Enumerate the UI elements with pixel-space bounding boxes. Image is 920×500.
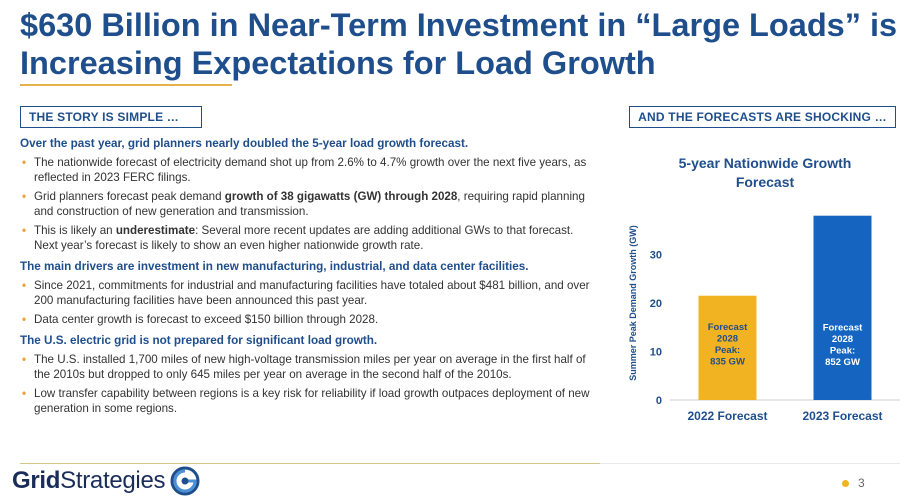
emphasis-text: growth of 38 gigawatts (GW) through 2028 [224,190,458,203]
story-content: Over the past year, grid planners nearly… [20,136,598,422]
page-indicator-dot [842,480,849,487]
bar-data-label: Forecast [708,322,748,333]
y-tick-label: 10 [650,347,662,359]
y-tick-label: 30 [650,250,662,262]
bar-data-label: 835 GW [710,356,745,367]
bar-data-label: 852 GW [825,357,860,368]
footer-divider [20,463,600,464]
bar-data-label: 2028 [717,333,738,344]
title-underline [20,84,232,86]
emphasis-text: underestimate [115,224,196,237]
list-item: This is likely an underestimate: Several… [20,223,598,253]
logo-mark-icon [170,466,200,496]
y-axis-label: Summer Peak Demand Growth (GW) [628,225,638,381]
bar-data-label: Forecast [823,322,863,333]
text-run: , requiring rapid planning and construct… [34,190,585,218]
bullet-list: Since 2021, commitments for industrial a… [20,278,598,327]
page-title: $630 Billion in Near-Term Investment in … [20,7,898,81]
footer-divider-right [600,463,900,464]
forecast-heading: AND THE FORECASTS ARE SHOCKING … [629,106,896,128]
y-tick-label: 0 [656,395,662,407]
bullet-list: The nationwide forecast of electricity d… [20,155,598,253]
growth-forecast-chart: 5-year Nationwide Growth Forecast Summer P… [628,155,900,423]
story-heading: THE STORY IS SIMPLE … [20,106,202,128]
logo-wordmark: GridStrategies [12,467,166,494]
list-item: Low transfer capability between regions … [20,386,598,416]
bullet-list: The U.S. installed 1,700 miles of new hi… [20,352,598,416]
x-tick-label: 2023 Forecast [802,409,882,423]
list-item: The nationwide forecast of electricity d… [20,155,598,185]
bar-data-label: Peak: [715,345,740,356]
bar-1 [698,295,757,400]
list-item: Grid planners forecast peak demand growt… [20,189,598,219]
chart-title-line-1: 5-year Nationwide Growth [679,155,852,171]
grid-strategies-logo: GridStrategies [12,466,201,496]
text-run: The nationwide forecast of electricity d… [34,156,587,184]
list-item: Data center growth is forecast to exceed… [20,312,598,327]
text-run: This is likely an [34,224,116,237]
section-heading: The main drivers are investment in new m… [20,260,529,273]
text-run: The U.S. installed 1,700 miles of new hi… [34,353,586,381]
chart-title-line-2: Forecast [736,174,795,190]
text-run: Data center growth is forecast to exceed… [34,313,379,326]
section-heading: The U.S. electric grid is not prepared f… [20,334,378,347]
text-run: Since 2021, commitments for industrial a… [34,279,590,307]
list-item: Since 2021, commitments for industrial a… [20,278,598,308]
x-tick-label: 2022 Forecast [687,409,767,423]
bar-data-label: 2028 [832,334,853,345]
text-run: : Several more recent updates are adding… [34,224,574,252]
y-tick-label: 20 [650,298,662,310]
text-run: Grid planners forecast peak demand [34,190,225,203]
bar-data-label: Peak: [830,345,855,356]
text-run: Low transfer capability between regions … [34,387,590,415]
list-item: The U.S. installed 1,700 miles of new hi… [20,352,598,382]
section-heading: Over the past year, grid planners nearly… [20,137,469,150]
page-number: 3 [858,476,865,490]
bar-2 [813,215,872,400]
